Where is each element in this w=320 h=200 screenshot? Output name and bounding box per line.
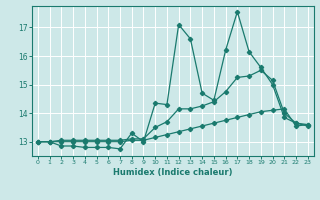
X-axis label: Humidex (Indice chaleur): Humidex (Indice chaleur) bbox=[113, 168, 233, 177]
